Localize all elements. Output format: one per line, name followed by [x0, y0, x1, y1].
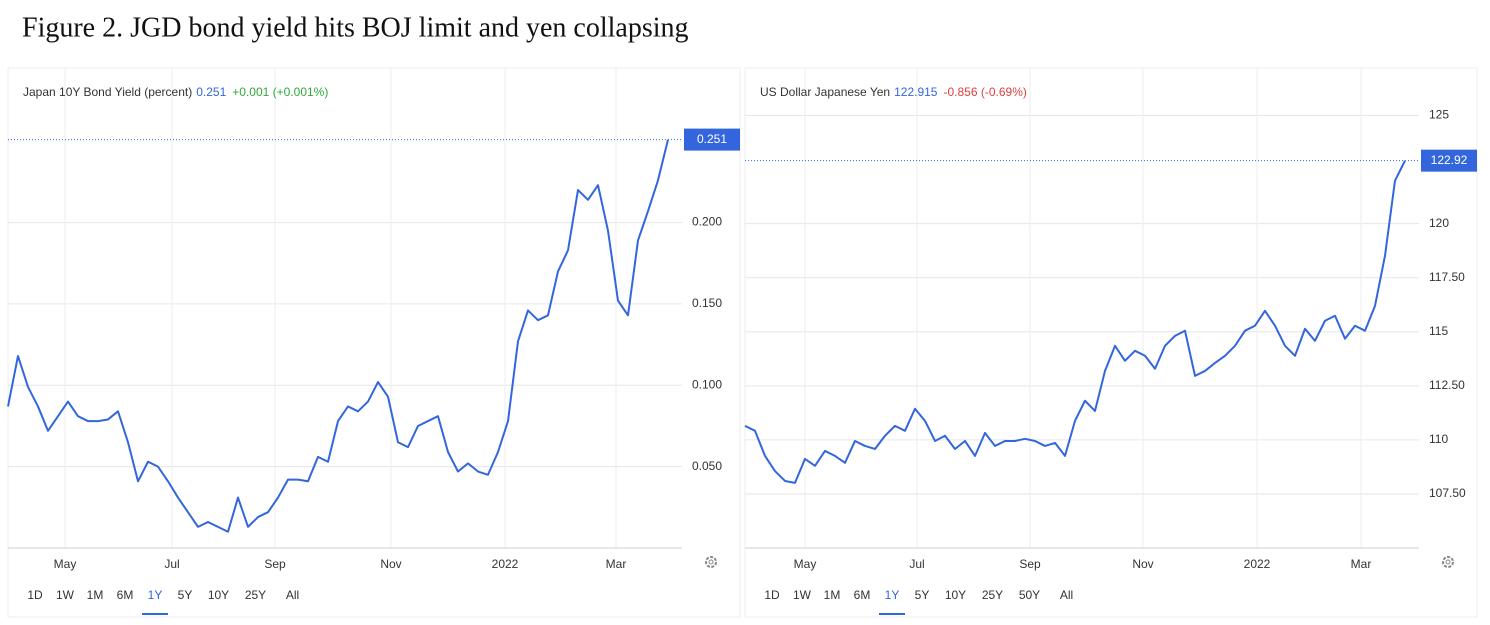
- line: [744, 160, 1406, 484]
- y-tick-label: 115: [1429, 324, 1448, 338]
- y-tick-label: 0.050: [692, 459, 722, 473]
- y-tick-label: 120: [1429, 216, 1449, 230]
- x-tick-label: 2022: [492, 557, 519, 571]
- y-tick-label: 125: [1429, 108, 1449, 122]
- last-value-tag-label: 0.251: [697, 132, 727, 146]
- y-tick-label: 110: [1429, 432, 1448, 446]
- change: +0.001 (+0.001%): [232, 85, 328, 99]
- last-value-tag: [684, 128, 740, 151]
- chart-header: US Dollar Japanese Yen 122.915 -0.856 (-0.…: [760, 85, 1027, 99]
- change: -0.856 (-0.69%): [943, 85, 1026, 99]
- figure-title: Figure 2. JGD bond yield hits BOJ limit …: [22, 12, 689, 43]
- period-button[interactable]: All: [1060, 588, 1073, 602]
- x-tick-label: Nov: [1132, 557, 1153, 571]
- settings-icon[interactable]: [1442, 556, 1454, 568]
- x-tick-label: Mar: [1351, 557, 1372, 571]
- settings-icon-hub: [708, 559, 714, 565]
- series-name: Japan 10Y Bond Yield (percent): [23, 85, 192, 99]
- period-button[interactable]: 25Y: [245, 588, 266, 602]
- y-tick-label: 0.200: [692, 215, 722, 229]
- period-button[interactable]: 6M: [854, 588, 871, 602]
- period-button[interactable]: 6M: [117, 588, 134, 602]
- period-button[interactable]: 1M: [87, 588, 104, 602]
- last-value-tag-label: 122.92: [1431, 153, 1468, 167]
- x-tick-label: May: [54, 557, 77, 571]
- y-tick-label: 0.150: [692, 296, 722, 310]
- period-button[interactable]: 25Y: [982, 588, 1003, 602]
- series-name: US Dollar Japanese Yen: [760, 85, 890, 99]
- period-button[interactable]: 1W: [793, 588, 812, 602]
- period-button[interactable]: 1D: [764, 588, 780, 602]
- panel: [744, 67, 1478, 618]
- x-tick-label: 2022: [1244, 557, 1271, 571]
- panel: [7, 67, 741, 618]
- period-button[interactable]: 1Y: [148, 588, 163, 602]
- period-button[interactable]: 5Y: [178, 588, 193, 602]
- last-value: 122.915: [894, 85, 938, 99]
- period-button[interactable]: 10Y: [945, 588, 966, 602]
- line: [7, 139, 669, 533]
- x-tick-label: Jul: [164, 557, 179, 571]
- y-tick-label: 107.50: [1429, 486, 1466, 500]
- period-button[interactable]: 1Y: [885, 588, 900, 602]
- last-value-tag: [1421, 149, 1477, 172]
- x-tick-label: May: [794, 557, 817, 571]
- period-button[interactable]: 5Y: [915, 588, 930, 602]
- settings-icon-hub: [1445, 559, 1451, 565]
- y-tick-label: 0.100: [692, 377, 722, 391]
- period-button[interactable]: All: [286, 588, 299, 602]
- x-tick-label: Nov: [380, 557, 401, 571]
- period-button[interactable]: 1D: [27, 588, 43, 602]
- period-button[interactable]: 50Y: [1019, 588, 1040, 602]
- x-tick-label: Sep: [264, 557, 286, 571]
- x-tick-label: Sep: [1019, 557, 1041, 571]
- last-value: 0.251: [196, 85, 226, 99]
- y-tick-label: 112.50: [1429, 378, 1465, 392]
- period-button[interactable]: 1M: [824, 588, 841, 602]
- y-tick-label: 117.50: [1429, 270, 1465, 284]
- settings-icon[interactable]: [705, 556, 717, 568]
- chart-header: Japan 10Y Bond Yield (percent) 0.251 +0.00…: [23, 85, 328, 99]
- x-tick-label: Jul: [909, 557, 924, 571]
- period-button[interactable]: 10Y: [208, 588, 229, 602]
- x-tick-label: Mar: [606, 557, 627, 571]
- period-button[interactable]: 1W: [56, 588, 75, 602]
